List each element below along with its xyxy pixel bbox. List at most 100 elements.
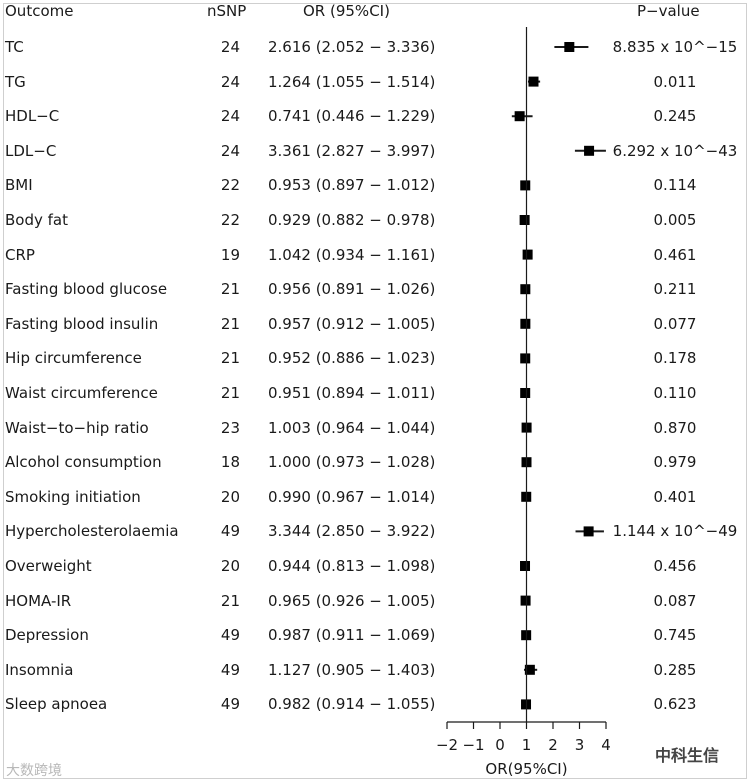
or-marker	[520, 180, 531, 191]
row-or-ci: 0.957 (0.912 − 1.005)	[268, 314, 436, 333]
row-nsnp: 21	[220, 314, 240, 333]
row-outcome: Depression	[5, 626, 89, 645]
row-nsnp: 18	[220, 453, 240, 472]
x-tick-label: −1	[462, 736, 484, 754]
row-outcome: Fasting blood insulin	[5, 314, 159, 333]
watermark-logo: 中科生信	[655, 746, 720, 765]
row-nsnp: 19	[220, 245, 240, 264]
row-outcome: Alcohol consumption	[5, 453, 162, 472]
or-marker	[564, 42, 575, 52]
row-pvalue: 6.292 x 10^−43	[612, 141, 738, 160]
row-pvalue: 0.005	[653, 211, 697, 229]
row-outcome: Smoking initiation	[5, 487, 141, 506]
or-marker	[520, 595, 531, 606]
or-marker	[520, 318, 531, 329]
row-nsnp: 22	[220, 211, 240, 229]
row-nsnp: 24	[220, 38, 240, 56]
or-marker	[584, 145, 595, 156]
row-pvalue: 0.110	[653, 384, 697, 402]
or-marker	[522, 249, 533, 260]
or-marker	[519, 215, 530, 225]
or-marker	[524, 664, 535, 675]
figure-frame	[3, 3, 747, 779]
row-nsnp: 21	[220, 591, 240, 610]
row-pvalue: 0.178	[653, 349, 697, 368]
row-outcome: Sleep apnoea	[5, 695, 108, 714]
row-pvalue: 0.114	[653, 176, 697, 195]
row-nsnp: 24	[220, 107, 240, 126]
row-nsnp: 21	[220, 280, 240, 299]
row-outcome: HOMA-IR	[5, 591, 72, 610]
row-nsnp: 49	[220, 660, 240, 679]
row-pvalue: 0.401	[653, 487, 697, 506]
row-or-ci: 0.982 (0.914 − 1.055)	[268, 695, 436, 714]
row-pvalue: 0.745	[653, 626, 697, 645]
row-or-ci: 1.003 (0.964 − 1.044)	[268, 418, 436, 437]
header-pvalue: P−value	[637, 2, 700, 20]
header-or: OR (95%CI)	[303, 2, 390, 20]
x-tick-label: 2	[548, 736, 558, 754]
row-outcome: TG	[5, 72, 26, 91]
row-outcome: Insomnia	[5, 660, 74, 679]
row-or-ci: 0.953 (0.897 − 1.012)	[268, 176, 436, 195]
row-nsnp: 20	[220, 487, 240, 506]
row-or-ci: 0.944 (0.813 − 1.098)	[268, 557, 436, 575]
row-outcome: Fasting blood glucose	[5, 280, 168, 299]
row-nsnp: 24	[220, 72, 240, 91]
row-pvalue: 8.835 x 10^−15	[612, 38, 738, 56]
row-or-ci: 0.952 (0.886 − 1.023)	[268, 349, 436, 368]
row-nsnp: 21	[220, 349, 240, 368]
or-marker	[520, 353, 531, 364]
row-nsnp: 49	[220, 522, 240, 541]
row-outcome: Waist circumference	[5, 384, 158, 402]
row-pvalue: 0.870	[653, 418, 697, 437]
row-nsnp: 22	[220, 176, 240, 195]
or-marker	[520, 388, 531, 398]
row-pvalue: 0.011	[653, 72, 697, 91]
row-or-ci: 2.616 (2.052 − 3.336)	[268, 38, 436, 56]
row-pvalue: 0.211	[653, 280, 697, 299]
row-or-ci: 3.361 (2.827 − 3.997)	[268, 141, 436, 160]
row-outcome: BMI	[5, 176, 33, 195]
row-nsnp: 20	[220, 557, 240, 575]
row-or-ci: 1.000 (0.973 − 1.028)	[268, 453, 436, 472]
x-tick-label: −2	[436, 736, 458, 754]
row-or-ci: 1.264 (1.055 − 1.514)	[268, 72, 436, 91]
row-nsnp: 24	[220, 141, 240, 160]
row-or-ci: 0.956 (0.891 − 1.026)	[268, 280, 436, 299]
row-or-ci: 3.344 (2.850 − 3.922)	[268, 522, 436, 541]
x-tick-label: 3	[575, 736, 585, 754]
row-pvalue: 0.245	[653, 107, 697, 126]
or-marker	[520, 284, 531, 295]
row-or-ci: 0.741 (0.446 − 1.229)	[268, 107, 436, 126]
header-outcome: Outcome	[5, 2, 74, 20]
row-outcome: Overweight	[5, 557, 92, 575]
row-outcome: LDL−C	[5, 141, 57, 160]
row-pvalue: 0.623	[653, 695, 697, 714]
row-outcome: Hip circumference	[5, 349, 142, 368]
row-pvalue: 1.144 x 10^−49	[612, 522, 738, 541]
row-pvalue: 0.979	[653, 453, 697, 472]
row-pvalue: 0.077	[653, 314, 697, 333]
row-pvalue: 0.461	[653, 245, 697, 264]
row-outcome: Waist−to−hip ratio	[5, 418, 149, 437]
row-or-ci: 0.990 (0.967 − 1.014)	[268, 487, 436, 506]
row-outcome: HDL−C	[5, 107, 60, 126]
or-marker	[528, 76, 539, 87]
row-nsnp: 49	[220, 626, 240, 645]
x-tick-label: 1	[522, 736, 532, 754]
row-nsnp: 23	[220, 418, 240, 437]
row-or-ci: 0.965 (0.926 − 1.005)	[268, 591, 436, 610]
row-nsnp: 21	[220, 384, 240, 402]
or-marker	[514, 111, 525, 122]
row-or-ci: 0.951 (0.894 − 1.011)	[268, 384, 436, 402]
x-tick-label: 4	[601, 736, 611, 754]
row-or-ci: 1.042 (0.934 − 1.161)	[268, 245, 436, 264]
header-nsnp: nSNP	[207, 2, 247, 20]
x-axis-label: OR(95%CI)	[485, 760, 567, 778]
row-outcome: TC	[5, 38, 24, 56]
row-pvalue: 0.456	[653, 557, 697, 575]
row-outcome: CRP	[5, 245, 35, 264]
x-tick-label: 0	[495, 736, 505, 754]
